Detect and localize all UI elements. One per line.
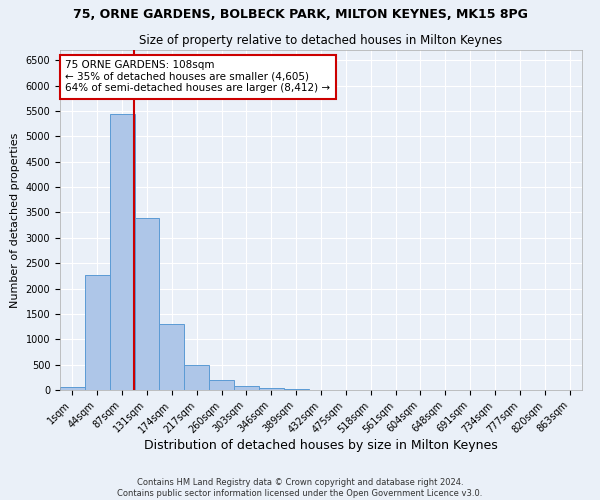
Bar (60, 387, 85, 390)
Bar (259, 388, 284, 390)
Bar (110, 114, 134, 390)
Y-axis label: Number of detached properties: Number of detached properties (10, 132, 20, 308)
Bar (160, 324, 184, 390)
Bar (85, 275, 110, 390)
Bar (234, 386, 259, 390)
Bar (134, 218, 160, 390)
Bar (184, 365, 209, 390)
Text: 75 ORNE GARDENS: 108sqm
← 35% of detached houses are smaller (4,605)
64% of semi: 75 ORNE GARDENS: 108sqm ← 35% of detache… (65, 60, 331, 94)
Text: 75, ORNE GARDENS, BOLBECK PARK, MILTON KEYNES, MK15 8PG: 75, ORNE GARDENS, BOLBECK PARK, MILTON K… (73, 8, 527, 20)
Title: Size of property relative to detached houses in Milton Keynes: Size of property relative to detached ho… (139, 34, 503, 48)
Bar (209, 380, 234, 390)
X-axis label: Distribution of detached houses by size in Milton Keynes: Distribution of detached houses by size … (144, 439, 498, 452)
Text: Contains HM Land Registry data © Crown copyright and database right 2024.
Contai: Contains HM Land Registry data © Crown c… (118, 478, 482, 498)
